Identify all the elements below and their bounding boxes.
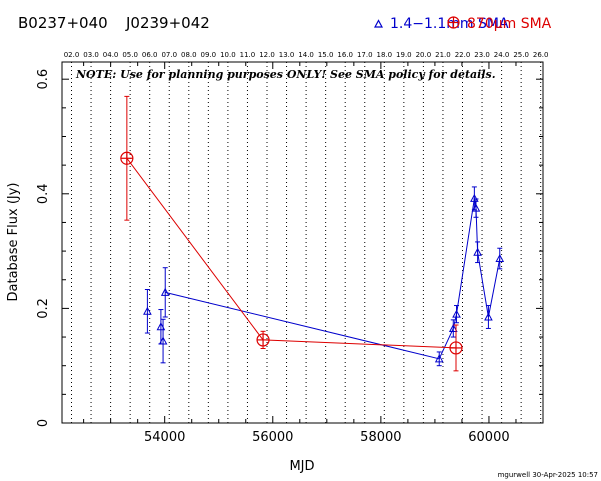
top-axis-tick-label: 02.0 bbox=[64, 51, 80, 59]
series-1-line bbox=[165, 198, 501, 360]
top-axis-tick-label: 24.0 bbox=[494, 51, 510, 59]
series-2-point bbox=[120, 95, 134, 221]
top-axis-tick-label: 12.0 bbox=[259, 51, 275, 59]
top-axis-tick-label: 11.0 bbox=[240, 51, 256, 59]
top-axis-tick-label: 15.0 bbox=[318, 51, 334, 59]
top-axis-tick-label: 21.0 bbox=[435, 51, 451, 59]
triangle-marker bbox=[448, 323, 458, 332]
planning-note: NOTE: Use for planning purposes ONLY! Se… bbox=[75, 68, 496, 81]
source-name-1: B0237+040 bbox=[18, 14, 108, 32]
triangle-marker bbox=[452, 309, 461, 318]
top-axis-tick-label: 13.0 bbox=[279, 51, 295, 59]
top-axis-tick-label: 18.0 bbox=[377, 51, 393, 59]
series-1-point bbox=[434, 351, 444, 367]
top-axis-tick-label: 03.0 bbox=[83, 51, 99, 59]
footer-credit: mgurwell 30-Apr-2025 10:57 bbox=[498, 471, 598, 479]
triangle-marker bbox=[158, 336, 168, 345]
top-axis-tick-label: 07.0 bbox=[161, 51, 177, 59]
triangle-marker bbox=[434, 354, 444, 363]
series-2-point bbox=[256, 330, 270, 350]
top-axis-tick-label: 22.0 bbox=[455, 51, 471, 59]
triangle-marker bbox=[160, 287, 170, 296]
series-1-point bbox=[473, 241, 482, 264]
data-points bbox=[120, 95, 505, 372]
top-axis-tick-label: 04.0 bbox=[103, 51, 119, 59]
top-axis-tick-label: 06.0 bbox=[142, 51, 158, 59]
circle-plus-icon bbox=[447, 16, 460, 29]
y-axis: 0 0.2 0.4 0.6 bbox=[36, 69, 543, 427]
series-1-point bbox=[158, 318, 168, 364]
top-axis-tick-label: 14.0 bbox=[298, 51, 314, 59]
legend-series-2-label: 870μm SMA bbox=[467, 16, 552, 32]
y-tick-label: 0 bbox=[36, 419, 51, 427]
series-2-line bbox=[126, 158, 457, 349]
x-tick-label: 54000 bbox=[144, 430, 185, 445]
plot-frame bbox=[61, 61, 544, 424]
x-tick-label: 56000 bbox=[252, 430, 293, 445]
top-axis-tick-label: 19.0 bbox=[396, 51, 412, 59]
top-axis-tick-label: 09.0 bbox=[201, 51, 217, 59]
top-axis-tick-label: 20.0 bbox=[416, 51, 432, 59]
triangle-icon bbox=[373, 19, 384, 28]
top-axis-tick-label: 10.0 bbox=[220, 51, 236, 59]
series-2-point bbox=[449, 324, 463, 372]
x-axis: 54000 56000 58000 60000 bbox=[83, 62, 517, 445]
series-1-point bbox=[143, 288, 152, 334]
x-tick-label: 60000 bbox=[468, 430, 509, 445]
series-1-point bbox=[471, 198, 481, 218]
y-tick-label: 0.6 bbox=[36, 69, 51, 90]
x-tick-label: 58000 bbox=[360, 430, 401, 445]
triangle-marker bbox=[470, 193, 479, 202]
top-axis-tick-label: 25.0 bbox=[513, 51, 529, 59]
top-axis-tick-label: 17.0 bbox=[357, 51, 373, 59]
top-axis-tick-label: 16.0 bbox=[337, 51, 353, 59]
top-axis-tick-label: 05.0 bbox=[122, 51, 138, 59]
x-axis-label: MJD bbox=[289, 459, 314, 474]
y-axis-label: Database Flux (Jy) bbox=[6, 183, 21, 302]
series-1-point bbox=[160, 267, 170, 318]
series-1-point bbox=[452, 305, 461, 324]
legend: 1.4−1.1mm SMA 870μm SMA bbox=[373, 16, 552, 32]
triangle-marker bbox=[143, 306, 152, 315]
top-axis-tick-label: 26.0 bbox=[533, 51, 549, 59]
legend-series-1-label: 1.4−1.1mm SMA bbox=[390, 16, 509, 32]
series-lines bbox=[126, 158, 501, 360]
top-axis-tick-label: 23.0 bbox=[474, 51, 490, 59]
year-gridlines bbox=[71, 62, 542, 423]
series-1-point bbox=[484, 305, 493, 329]
top-axis-tick-label: 08.0 bbox=[181, 51, 197, 59]
triangle-marker bbox=[473, 247, 482, 256]
top-axis-labels: 02.0 03.0 04.0 05.0 06.0 07.0 08.0 09.0 10.0 11.0… bbox=[64, 51, 549, 59]
y-tick-label: 0.4 bbox=[36, 183, 51, 204]
triangle-marker bbox=[495, 253, 505, 263]
triangle-marker bbox=[471, 203, 481, 212]
series-1-point bbox=[495, 247, 505, 270]
triangle-marker bbox=[484, 312, 493, 321]
y-tick-label: 0.2 bbox=[36, 298, 51, 319]
source-name-2: J0239+042 bbox=[125, 14, 210, 32]
series-1-point bbox=[448, 319, 458, 338]
